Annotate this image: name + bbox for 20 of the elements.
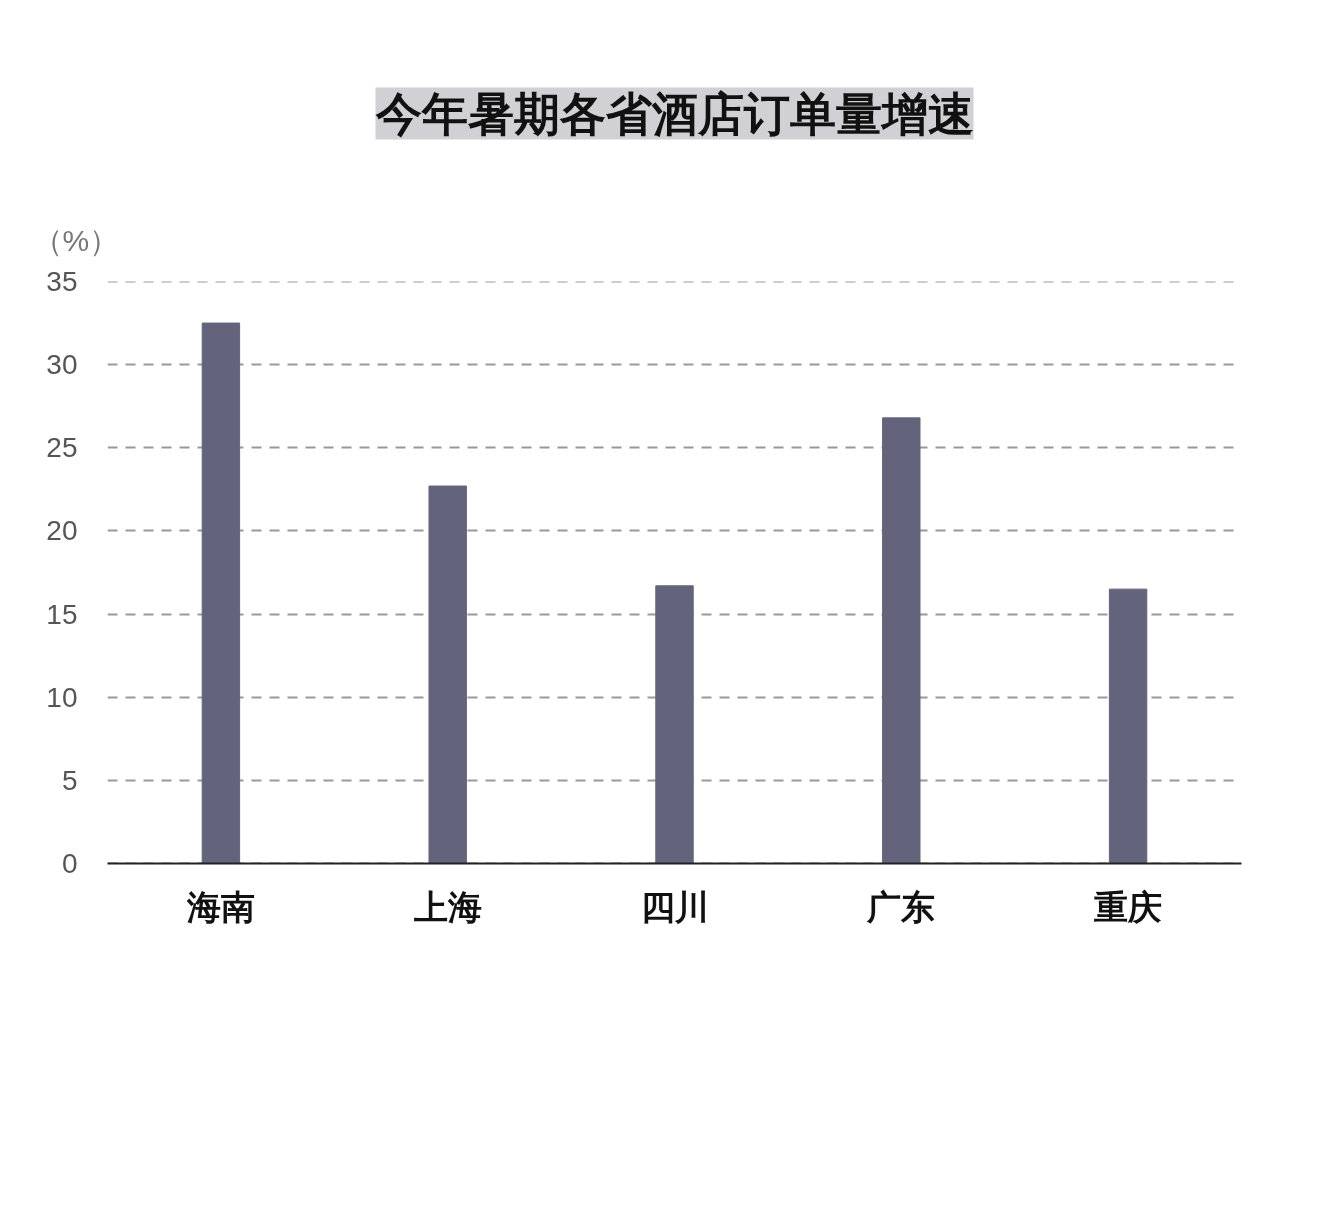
- x-tick-label: 广东: [866, 887, 936, 926]
- chart-title: 今年暑期各省酒店订单量增速: [374, 87, 974, 140]
- y-tick-label: 10: [46, 681, 78, 713]
- y-tick-label: 5: [61, 764, 78, 796]
- y-tick-label: 25: [46, 432, 78, 464]
- bar: [1108, 588, 1148, 864]
- x-tick-label: 海南: [185, 887, 255, 926]
- y-tick-label: 30: [46, 349, 78, 381]
- bar: [201, 322, 241, 864]
- y-tick-label: 35: [46, 266, 78, 297]
- bar: [428, 485, 467, 864]
- x-tick-label: 重庆: [1094, 887, 1163, 926]
- bar: [655, 585, 694, 864]
- x-tick-label: 上海: [412, 887, 482, 926]
- y-tick-label: 0: [61, 848, 78, 879]
- y-tick-label: 20: [46, 515, 78, 547]
- bar: [882, 417, 921, 864]
- y-tick-label: 15: [46, 598, 78, 630]
- x-tick-label: 四川: [640, 887, 709, 926]
- y-axis-title: （%）: [32, 223, 120, 257]
